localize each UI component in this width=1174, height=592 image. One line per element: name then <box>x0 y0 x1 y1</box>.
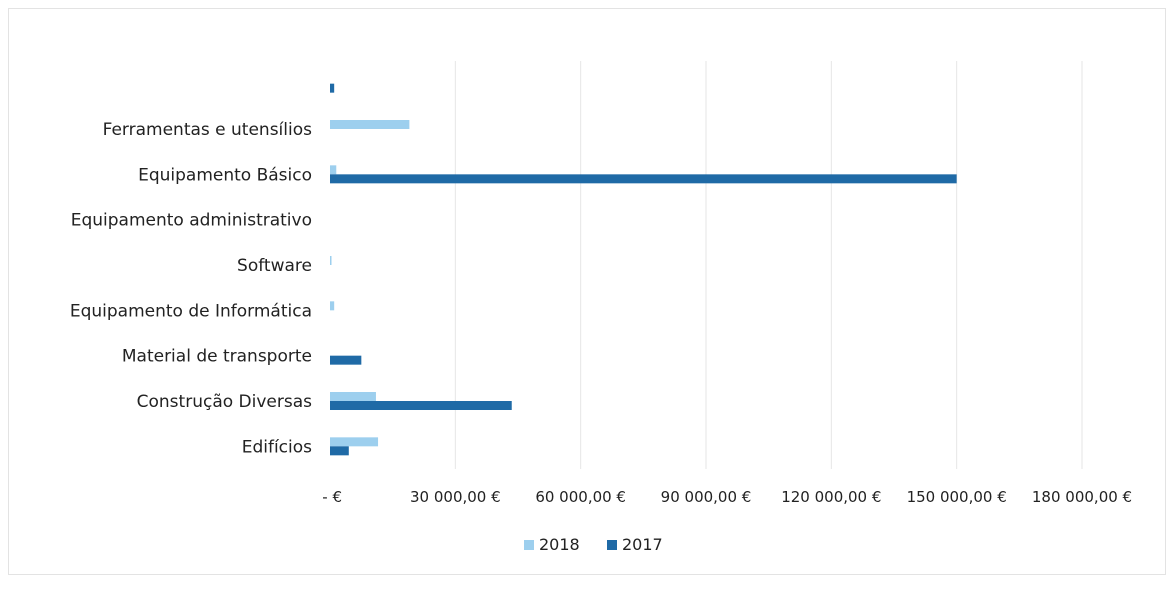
category-label-7: Construção Diversas <box>137 392 312 412</box>
bar-2017-8 <box>330 446 349 456</box>
x-tick-label-3: 90 000,00 € <box>661 488 752 506</box>
x-tick-label-6: 180 000,00 € <box>1032 488 1132 506</box>
legend-label-2017: 2017 <box>622 535 663 554</box>
bar-2018-7 <box>330 392 376 401</box>
x-axis-tick-labels: - € 30 000,00 € 60 000,00 € 90 000,00 € 120 … <box>322 488 1132 506</box>
bar-chart: Ferramentas e utensílios Equipamento Bási… <box>70 61 1132 554</box>
category-label-8: Edifícios <box>242 437 312 457</box>
category-label-3: Equipamento administrativo <box>71 211 312 231</box>
bar-2017-6 <box>330 355 362 365</box>
bar-2017-2 <box>330 174 957 184</box>
bar-2018-1 <box>330 120 410 129</box>
x-tick-label-0: - € <box>322 488 342 506</box>
bar-2018-2 <box>330 165 337 175</box>
category-labels: Ferramentas e utensílios Equipamento Bási… <box>70 120 312 457</box>
x-tick-label-1: 30 000,00 € <box>410 488 501 506</box>
legend: 2018 2017 <box>524 535 663 554</box>
gridlines <box>454 61 1083 469</box>
bar-2017-0 <box>330 83 335 93</box>
x-tick-label-5: 150 000,00 € <box>907 488 1007 506</box>
legend-swatch-2017 <box>607 540 617 550</box>
x-tick-label-4: 120 000,00 € <box>781 488 881 506</box>
legend-label-2018: 2018 <box>539 535 580 554</box>
category-label-4: Software <box>237 256 312 276</box>
bar-2018-4 <box>330 256 332 265</box>
category-label-2: Equipamento Básico <box>138 165 312 185</box>
bar-2018-8 <box>330 437 379 447</box>
category-label-6: Material de transporte <box>122 347 312 367</box>
bar-2017-7 <box>330 401 512 410</box>
category-label-5: Equipamento de Informática <box>70 301 312 321</box>
x-tick-label-2: 60 000,00 € <box>535 488 626 506</box>
chart-area: Ferramentas e utensílios Equipamento Bási… <box>8 8 1166 575</box>
category-label-1: Ferramentas e utensílios <box>103 120 313 140</box>
bars <box>330 83 957 456</box>
bar-2018-5 <box>330 301 335 311</box>
legend-swatch-2018 <box>524 540 534 550</box>
